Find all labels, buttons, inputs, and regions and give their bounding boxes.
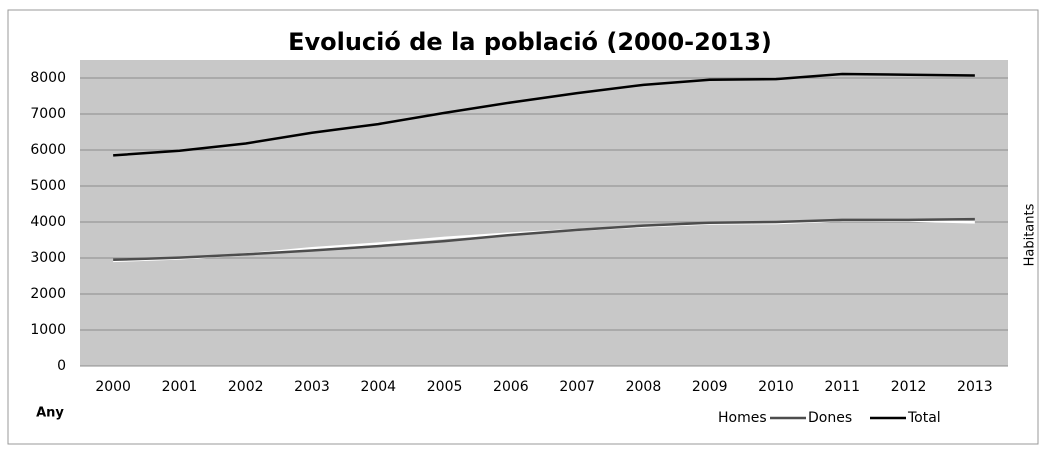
x-tick-label: 2003 [294, 379, 330, 395]
series-line [113, 217, 975, 262]
x-tick-label: 2013 [957, 379, 993, 395]
x-tick-label: 2001 [162, 379, 198, 395]
x-tick-label: 2000 [95, 379, 131, 395]
plot-area [80, 60, 1008, 366]
x-tick-label: 2009 [692, 379, 728, 395]
x-tick-label: 2002 [228, 379, 264, 395]
y-tick-label: 3000 [30, 250, 66, 266]
y-tick-label: 5000 [30, 178, 66, 194]
x-axis-title: Any [36, 406, 64, 421]
y-tick-label: 2000 [30, 286, 66, 302]
legend-label: Total [907, 410, 941, 426]
y-tick-label: 0 [57, 358, 66, 374]
x-tick-label: 2011 [824, 379, 860, 395]
y-tick-label: 6000 [30, 142, 66, 158]
x-tick-label: 2005 [427, 379, 463, 395]
x-tick-label: 2007 [559, 379, 595, 395]
x-tick-label: 2006 [493, 379, 529, 395]
x-tick-label: 2004 [360, 379, 396, 395]
y-tick-label: 8000 [30, 70, 66, 86]
y-tick-label: 1000 [30, 322, 66, 338]
legend-label: Homes [718, 410, 767, 426]
chart-title: Evolució de la població (2000-2013) [288, 28, 772, 56]
x-tick-label: 2008 [626, 379, 662, 395]
x-tick-label: 2010 [758, 379, 794, 395]
y-tick-label: 4000 [30, 214, 66, 230]
series-line [113, 72, 975, 157]
legend-label: Dones [808, 410, 852, 426]
y-axis-title: Habitants [1023, 203, 1038, 266]
x-tick-label: 2012 [891, 379, 927, 395]
y-tick-label: 7000 [30, 106, 66, 122]
